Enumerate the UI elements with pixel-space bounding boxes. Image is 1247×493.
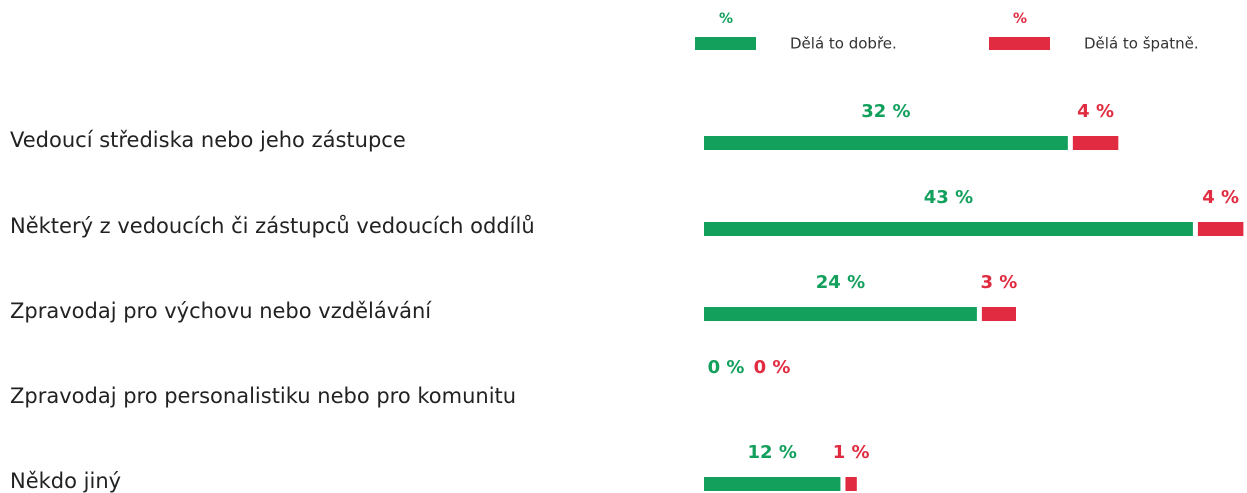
- bar: [704, 136, 1068, 150]
- category-label: Zpravodaj pro personalistiku nebo pro ko…: [10, 384, 516, 408]
- bar: [704, 307, 977, 321]
- bar: [1197, 222, 1244, 236]
- value-label: 0 %: [754, 357, 791, 378]
- value-label: 24 %: [816, 272, 865, 293]
- value-label: 32 %: [861, 101, 910, 122]
- legend-unit: %: [719, 11, 733, 27]
- category-label: Někdo jiný: [10, 469, 121, 493]
- legend-swatch: [695, 37, 756, 50]
- value-label: 4 %: [1202, 187, 1239, 208]
- legend-label: Dělá to dobře.: [790, 35, 897, 53]
- value-label: 4 %: [1077, 101, 1114, 122]
- category-label: Vedoucí střediska nebo jeho zástupce: [10, 128, 406, 152]
- value-label: 1 %: [833, 442, 870, 463]
- bar: [704, 222, 1193, 236]
- bar: [845, 477, 857, 491]
- value-label: 43 %: [924, 187, 973, 208]
- category-label: Některý z vedoucích či zástupců vedoucíc…: [10, 214, 535, 238]
- bar: [1072, 136, 1119, 150]
- value-label: 12 %: [748, 442, 797, 463]
- bar: [704, 477, 841, 491]
- category-label: Zpravodaj pro výchovu nebo vzdělávání: [10, 299, 432, 323]
- legend-swatch: [989, 37, 1050, 50]
- bar: [981, 307, 1016, 321]
- value-label: 0 %: [708, 357, 745, 378]
- legend-unit: %: [1013, 11, 1027, 27]
- value-label: 3 %: [981, 272, 1018, 293]
- legend-label: Dělá to špatně.: [1084, 35, 1199, 53]
